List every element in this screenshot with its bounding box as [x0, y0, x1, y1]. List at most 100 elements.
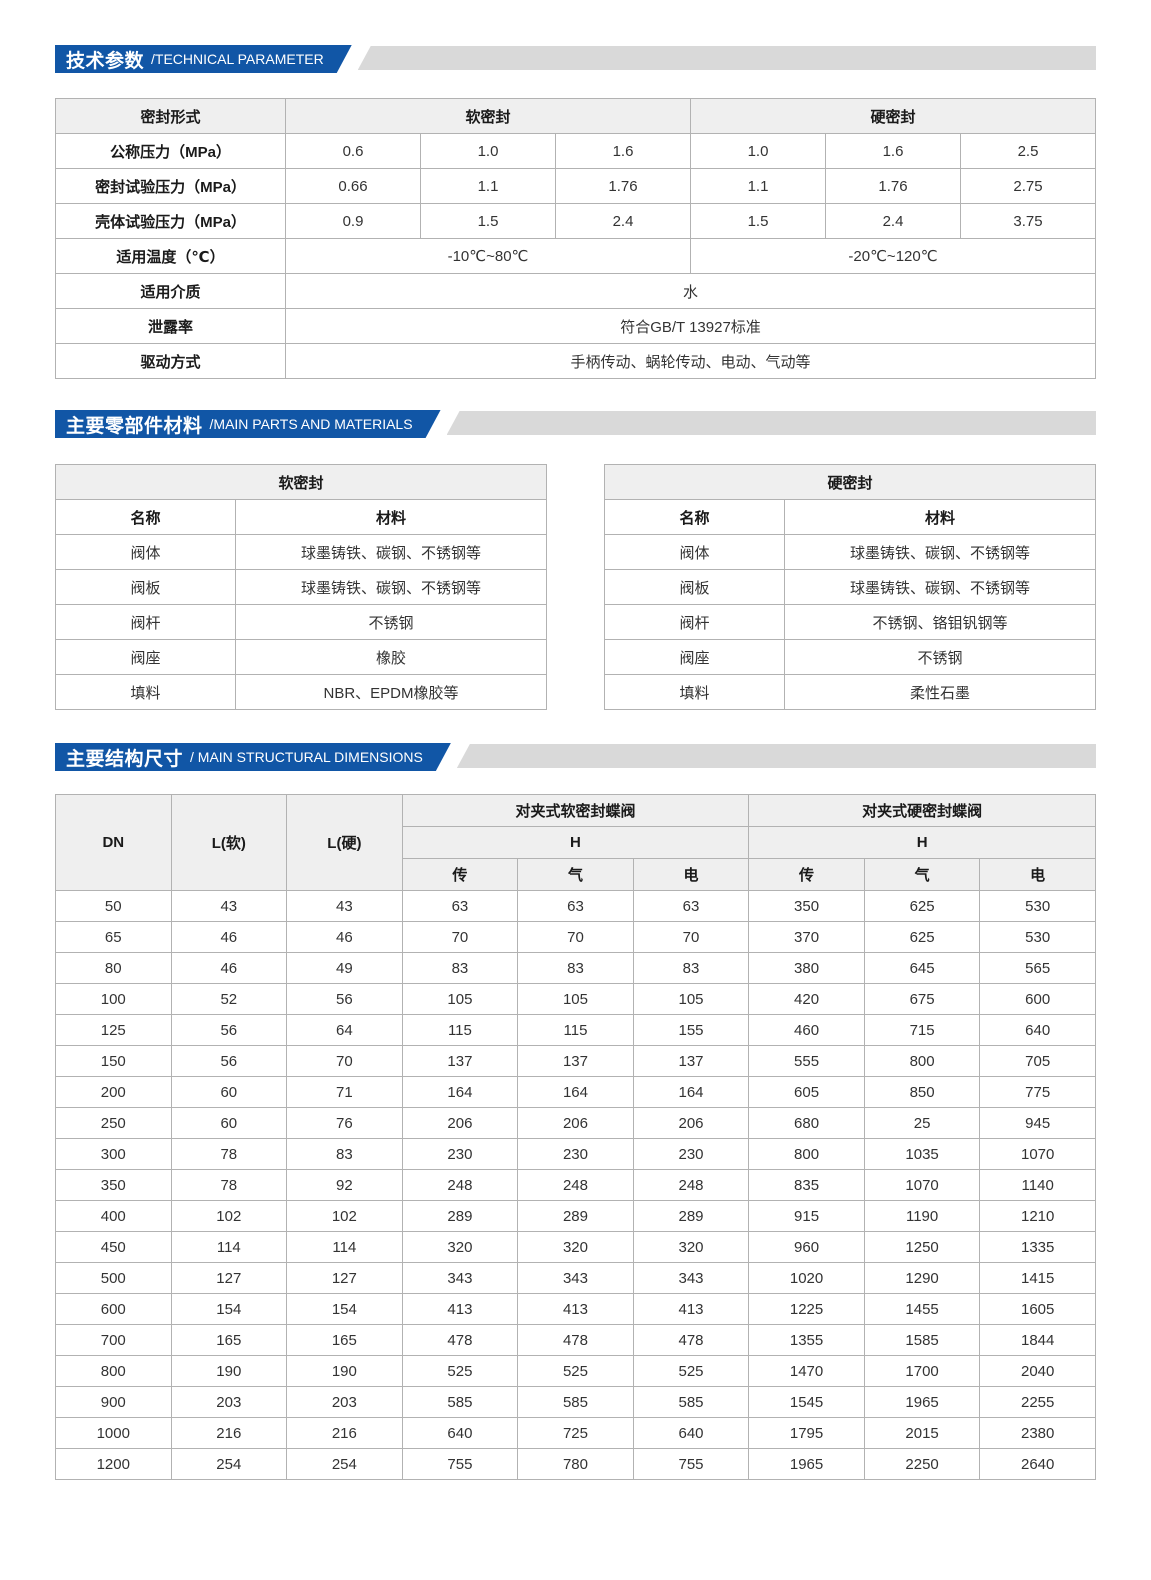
- table-cell: 1.5: [690, 203, 826, 239]
- table-cell: 350: [55, 1169, 172, 1201]
- table-row: 900 203 203 585 585 585 1545 1965 2255: [55, 1386, 1096, 1418]
- table-cell: 800: [863, 1045, 981, 1077]
- drive-electric-header: 电: [979, 858, 1096, 891]
- table-cell: 645: [863, 952, 981, 984]
- section-title-cn: 技术参数: [66, 50, 145, 72]
- table-cell: 114: [286, 1231, 403, 1263]
- table-cell: 190: [286, 1355, 403, 1387]
- soft-seal-materials-table: 软密封 名称 材料 阀体 球墨铸铁、碳钢、不锈钢等 阀板 球墨铸铁、碳钢、不锈钢等 阀杆…: [55, 464, 547, 710]
- table-cell: 320: [632, 1231, 750, 1263]
- table-cell: 阀座: [55, 639, 236, 675]
- table-cell: 715: [863, 1014, 981, 1046]
- table-cell: 适用介质: [55, 273, 286, 309]
- table-cell: 190: [170, 1355, 288, 1387]
- table-row: 填料 柔性石墨: [604, 674, 1096, 710]
- table-cell: 478: [517, 1324, 634, 1356]
- table-cell: 球墨铸铁、碳钢、不锈钢等: [784, 534, 1096, 570]
- table-cell: 915: [748, 1200, 865, 1232]
- table-row: 阀体 球墨铸铁、碳钢、不锈钢等: [55, 534, 547, 570]
- table-cell: 625: [863, 921, 981, 953]
- table-cell: 密封试验压力（MPa）: [55, 168, 286, 204]
- table-cell: 1020: [748, 1262, 865, 1294]
- soft-seal-header-cell: 软密封: [285, 98, 691, 134]
- table-cell: 248: [401, 1169, 519, 1201]
- materials-tables-row: 软密封 名称 材料 阀体 球墨铸铁、碳钢、不锈钢等 阀板 球墨铸铁、碳钢、不锈钢等 阀杆…: [55, 464, 1096, 710]
- table-cell: 1470: [748, 1355, 865, 1387]
- table-cell: 165: [286, 1324, 403, 1356]
- hard-seal-title-cell: 硬密封: [604, 464, 1096, 500]
- table-cell: 530: [979, 890, 1096, 922]
- table-cell: 43: [170, 890, 288, 922]
- table-cell: 530: [979, 921, 1096, 953]
- table-cell: 适用温度（℃）: [55, 238, 286, 274]
- table-row: 400 102 102 289 289 289 915 1190 1210: [55, 1200, 1096, 1232]
- table-cell: 680: [748, 1107, 865, 1139]
- table-cell: 1335: [979, 1231, 1096, 1263]
- table-cell: 115: [401, 1014, 519, 1046]
- table-cell: 420: [748, 983, 865, 1015]
- table-cell: 775: [979, 1076, 1096, 1108]
- page-content: 技术参数 /TECHNICAL PARAMETER 密封形式 软密封 硬密封 公…: [55, 45, 1096, 1480]
- table-cell: 320: [401, 1231, 519, 1263]
- table-cell: 500: [55, 1262, 172, 1294]
- table-cell: 76: [286, 1107, 403, 1139]
- table-cell: 320: [517, 1231, 634, 1263]
- table-cell: 206: [401, 1107, 519, 1139]
- table-cell: 164: [632, 1076, 750, 1108]
- table-cell: 46: [170, 952, 288, 984]
- table-cell: 柔性石墨: [784, 674, 1096, 710]
- table-row: 阀板 球墨铸铁、碳钢、不锈钢等: [55, 569, 547, 605]
- hard-materials-table-body: 阀体 球墨铸铁、碳钢、不锈钢等 阀板 球墨铸铁、碳钢、不锈钢等 阀杆 不锈钢、铬钼钒钢等阀…: [604, 534, 1096, 710]
- drive-pneumatic-header: 气: [863, 858, 981, 891]
- table-cell: 2640: [979, 1448, 1096, 1480]
- table-cell: 413: [517, 1293, 634, 1325]
- table-cell: 216: [170, 1417, 288, 1449]
- table-cell: 585: [401, 1386, 519, 1418]
- section-title-cn: 主要零部件材料: [66, 415, 203, 437]
- table-cell: 0.9: [285, 203, 421, 239]
- l-soft-column-header: L(软): [170, 794, 288, 891]
- table-cell: 1795: [748, 1417, 865, 1449]
- section-banner-dimensions: 主要结构尺寸 / MAIN STRUCTURAL DIMENSIONS: [55, 743, 1096, 771]
- table-cell: 114: [170, 1231, 288, 1263]
- table-row: 1200 254 254 755 780 755 1965 2250 2640: [55, 1448, 1096, 1480]
- table-cell: 50: [55, 890, 172, 922]
- table-cell: 525: [632, 1355, 750, 1387]
- table-row: 80 46 49 83 83 83 380 645 565: [55, 952, 1096, 984]
- table-cell: 555: [748, 1045, 865, 1077]
- table-cell: 137: [517, 1045, 634, 1077]
- table-cell: 56: [170, 1014, 288, 1046]
- section-title-dimensions: 主要结构尺寸 / MAIN STRUCTURAL DIMENSIONS: [55, 743, 451, 771]
- table-cell: 154: [286, 1293, 403, 1325]
- table-cell: 78: [170, 1169, 288, 1201]
- table-cell: 1.1: [420, 168, 556, 204]
- table-cell: 1.6: [825, 133, 961, 169]
- table-cell: 565: [979, 952, 1096, 984]
- table-row: 泄露率 符合GB/T 13927标准: [55, 308, 1096, 344]
- table-cell: 56: [170, 1045, 288, 1077]
- drive-pneumatic-header: 气: [517, 858, 634, 891]
- table-cell: 83: [517, 952, 634, 984]
- catalog-page: 技术参数 /TECHNICAL PARAMETER 密封形式 软密封 硬密封 公…: [0, 45, 1151, 1580]
- table-cell: 155: [632, 1014, 750, 1046]
- table-cell: 1035: [863, 1138, 981, 1170]
- table-cell: 945: [979, 1107, 1096, 1139]
- table-cell: 165: [170, 1324, 288, 1356]
- table-cell: 1.0: [690, 133, 826, 169]
- table-cell: 850: [863, 1076, 981, 1108]
- soft-seal-title-cell: 软密封: [55, 464, 547, 500]
- table-cell: 230: [401, 1138, 519, 1170]
- hard-seal-header-cell: 硬密封: [690, 98, 1096, 134]
- table-cell: 阀杆: [55, 604, 236, 640]
- table-cell: 1200: [55, 1448, 172, 1480]
- table-cell: 水: [285, 273, 1096, 309]
- section-title-materials: 主要零部件材料 /MAIN PARTS AND MATERIALS: [55, 410, 441, 438]
- table-cell: 1225: [748, 1293, 865, 1325]
- table-row: 700 165 165 478 478 478 1355 1585 1844: [55, 1324, 1096, 1356]
- section-title-cn: 主要结构尺寸: [66, 748, 184, 770]
- table-cell: 230: [632, 1138, 750, 1170]
- table-cell: 球墨铸铁、碳钢、不锈钢等: [784, 569, 1096, 605]
- table-cell: 83: [286, 1138, 403, 1170]
- table-cell: 525: [517, 1355, 634, 1387]
- table-cell: 1844: [979, 1324, 1096, 1356]
